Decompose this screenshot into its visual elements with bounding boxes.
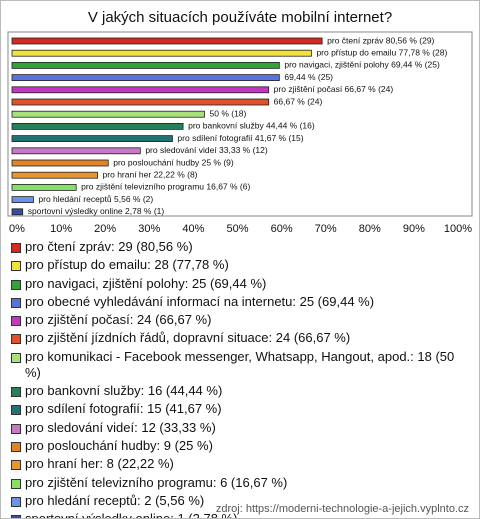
legend-label: pro bankovní služby: 16 (44,44 %)	[25, 383, 223, 399]
bar	[11, 159, 109, 167]
legend-label: pro sledování videí: 12 (33,33 %)	[25, 419, 216, 435]
chart-title: V jakých situacích používáte mobilní int…	[88, 9, 392, 26]
legend-item: pro hledání receptů: 2 (5,56 %)	[9, 493, 471, 509]
legend-swatch	[11, 441, 21, 452]
bar	[11, 135, 173, 143]
legend: pro čtení zpráv: 29 (80,56 %) pro přístup…	[9, 239, 471, 519]
value-label: 69,44 % (25)	[284, 72, 333, 82]
legend-swatch	[11, 515, 21, 518]
legend-item: pro hraní her: 8 (22,22 %)	[9, 456, 471, 472]
value-label: pro hledání receptů 5,56 % (2)	[38, 194, 153, 204]
legend-swatch	[11, 460, 21, 471]
value-label: pro přístup do emailu 77,78 % (28)	[316, 47, 447, 57]
source: zdroj: https://moderni-technologie-a-jej…	[215, 503, 469, 515]
value-label: 50 % (18)	[210, 108, 247, 118]
legend-swatch	[11, 279, 21, 290]
legend-swatch	[11, 297, 21, 308]
bar	[11, 171, 98, 179]
legend-label: pro obecné vyhledávání informací na inte…	[25, 293, 375, 309]
legend-swatch	[11, 423, 21, 434]
legend-item: pro sledování videí: 12 (33,33 %)	[9, 420, 471, 436]
legend-label: pro komunikaci - Facebook messenger, Wha…	[25, 348, 455, 380]
value-label: pro navigaci, zjištění polohy 69,44 % (2…	[284, 60, 440, 70]
legend-swatch	[11, 387, 21, 398]
legend-item: pro obecné vyhledávání informací na inte…	[9, 294, 471, 310]
bar	[11, 110, 205, 118]
legend-swatch	[11, 478, 21, 489]
x-tick-label: 70%	[315, 223, 337, 235]
bar	[11, 196, 34, 204]
chart: V jakých situacích používáte mobilní int…	[7, 9, 473, 235]
plot-frame	[7, 31, 473, 217]
value-label: sportovní výsledky online 2,78 % (1)	[28, 206, 165, 216]
legend-item: pro poslouchání hudby: 9 (25 %)	[9, 438, 471, 454]
legend-swatch	[11, 405, 21, 416]
x-tick-label: 60%	[271, 223, 293, 235]
x-tick-label: 100%	[444, 223, 472, 235]
x-tick-label: 10%	[50, 223, 72, 235]
bar	[11, 123, 184, 130]
x-tick-label: 40%	[182, 223, 204, 235]
x-tick-label: 50%	[226, 223, 248, 235]
legend-item: pro navigaci, zjištění polohy: 25 (69,44…	[9, 276, 471, 292]
legend-item: pro komunikaci - Facebook messenger, Wha…	[9, 349, 471, 381]
bar	[11, 49, 312, 57]
x-tick-label: 90%	[403, 223, 425, 235]
legend-item: pro čtení zpráv: 29 (80,56 %)	[9, 239, 471, 255]
x-tick-label: 80%	[359, 223, 381, 235]
legend-item: pro bankovní služby: 16 (44,44 %)	[9, 383, 471, 399]
legend-label: pro poslouchání hudby: 9 (25 %)	[25, 437, 213, 453]
legend-item: pro zjištění počasí: 24 (66,67 %)	[9, 312, 471, 328]
legend-swatch	[11, 352, 21, 363]
value-label: pro zjištění počasí 66,67 % (24)	[274, 84, 394, 94]
legend-swatch	[11, 496, 21, 507]
legend-label: pro čtení zpráv: 29 (80,56 %)	[25, 239, 193, 254]
legend-label: sportovní výsledky online: 1 (2,78 %)	[25, 511, 238, 519]
bar	[11, 183, 77, 191]
bar	[11, 37, 323, 45]
value-label: pro sledování videí 33,33 % (12)	[145, 145, 268, 155]
bar	[11, 86, 270, 94]
value-label: pro čtení zpráv 80,56 % (29)	[327, 35, 434, 45]
bar	[11, 62, 280, 69]
x-tick-label: 20%	[94, 223, 116, 235]
legend-item: pro sdílení fotografií: 15 (41,67 %)	[9, 401, 471, 417]
value-label: pro zjištění televizního programu 16,67 …	[81, 182, 250, 192]
legend-label: pro sdílení fotografií: 15 (41,67 %)	[25, 401, 222, 417]
legend-label: pro hledání receptů: 2 (5,56 %)	[25, 492, 205, 508]
value-label: pro bankovní služby 44,44 % (16)	[188, 121, 315, 131]
legend-label: pro zjištění televizního programu: 6 (16…	[25, 474, 288, 490]
legend-swatch	[11, 261, 21, 272]
value-label: pro poslouchání hudby 25 % (9)	[113, 157, 234, 167]
legend-item: pro zjištění jízdních řádů, dopravní sit…	[9, 330, 471, 346]
legend-label: pro hraní her: 8 (22,22 %)	[25, 456, 174, 472]
legend-label: pro zjištění počasí: 24 (66,67 %)	[25, 312, 212, 328]
legend-label: pro zjištění jízdních řádů, dopravní sit…	[25, 330, 351, 346]
value-label: pro hraní her 22,22 % (8)	[103, 169, 198, 179]
legend-label: pro přístup do emailu: 28 (77,78 %)	[25, 257, 229, 273]
bar	[11, 74, 280, 81]
legend-label: pro navigaci, zjištění polohy: 25 (69,44…	[25, 275, 267, 291]
legend-item: sportovní výsledky online: 1 (2,78 %)	[9, 511, 471, 519]
value-label: 66,67 % (24)	[274, 96, 323, 106]
legend-item: pro přístup do emailu: 28 (77,78 %)	[9, 257, 471, 273]
x-tick-label: 30%	[138, 223, 160, 235]
bar	[11, 147, 141, 155]
legend-swatch	[11, 316, 21, 327]
bar	[11, 208, 24, 216]
legend-item: pro zjištění televizního programu: 6 (16…	[9, 475, 471, 491]
bar	[11, 98, 270, 106]
legend-swatch	[11, 243, 21, 253]
legend-swatch	[11, 334, 21, 345]
value-label: pro sdílení fotografií 41,67 % (15)	[177, 133, 303, 143]
x-tick-label: 0%	[9, 223, 25, 235]
